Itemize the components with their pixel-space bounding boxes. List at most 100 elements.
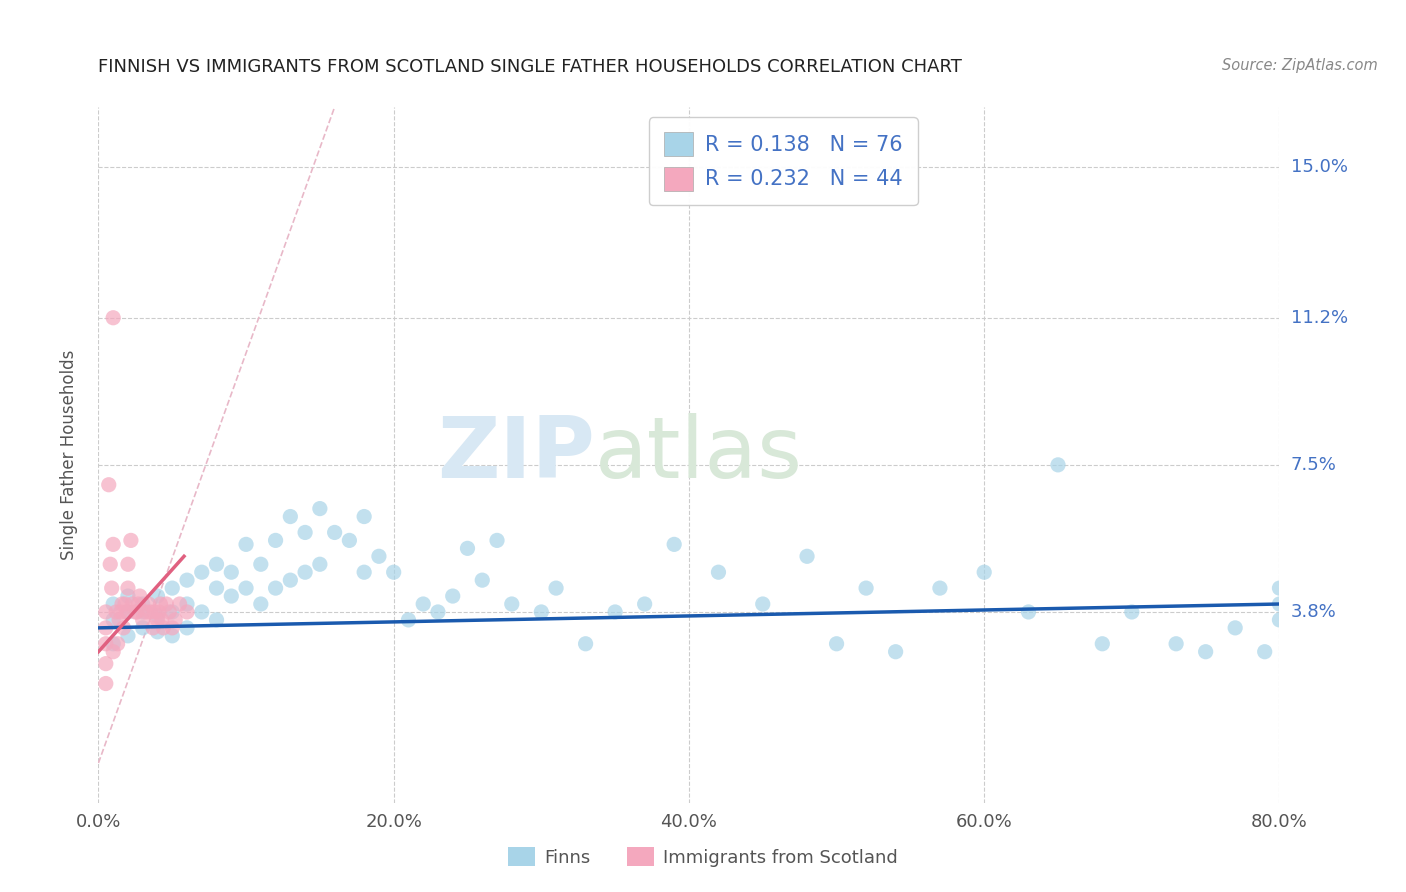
Point	[605, 605, 627, 619]
Point	[107, 637, 129, 651]
Point	[146, 613, 169, 627]
Point	[825, 637, 848, 651]
Point	[191, 605, 214, 619]
Point	[132, 613, 155, 627]
Point	[176, 573, 198, 587]
Point	[165, 613, 187, 627]
Point	[148, 605, 170, 619]
Point	[1268, 581, 1291, 595]
Point	[110, 605, 132, 619]
Point	[412, 597, 434, 611]
Point	[157, 605, 180, 619]
Point	[111, 597, 134, 611]
Point	[135, 605, 157, 619]
Point	[162, 581, 183, 595]
Point	[176, 621, 198, 635]
Point	[117, 558, 139, 572]
Point	[146, 624, 169, 639]
Point	[117, 605, 139, 619]
Point	[353, 509, 375, 524]
Point	[751, 597, 773, 611]
Point	[205, 581, 228, 595]
Point	[1046, 458, 1069, 472]
Point	[103, 597, 125, 611]
Point	[973, 565, 995, 579]
Legend: Finns, Immigrants from Scotland: Finns, Immigrants from Scotland	[501, 840, 905, 874]
Point	[103, 613, 125, 627]
Point	[108, 613, 131, 627]
Point	[94, 676, 117, 690]
Point	[707, 565, 730, 579]
Point	[1091, 637, 1114, 651]
Point	[530, 605, 553, 619]
Point	[574, 637, 596, 651]
Point	[138, 597, 160, 611]
Point	[294, 565, 316, 579]
Point	[396, 613, 419, 627]
Point	[97, 477, 120, 491]
Point	[337, 533, 360, 548]
Point	[114, 597, 136, 611]
Point	[103, 645, 125, 659]
Point	[278, 573, 302, 587]
Point	[150, 613, 173, 627]
Point	[294, 525, 316, 540]
Point	[132, 597, 155, 611]
Point	[169, 597, 191, 611]
Point	[441, 589, 464, 603]
Point	[219, 565, 242, 579]
Point	[250, 558, 273, 572]
Point	[142, 621, 165, 635]
Point	[94, 637, 117, 651]
Point	[1268, 613, 1291, 627]
Text: FINNISH VS IMMIGRANTS FROM SCOTLAND SINGLE FATHER HOUSEHOLDS CORRELATION CHART: FINNISH VS IMMIGRANTS FROM SCOTLAND SING…	[98, 58, 962, 76]
Point	[162, 605, 183, 619]
Point	[115, 605, 138, 619]
Point	[235, 537, 257, 551]
Point	[143, 605, 166, 619]
Text: ZIP: ZIP	[437, 413, 595, 497]
Point	[176, 597, 198, 611]
Point	[309, 558, 332, 572]
Point	[94, 605, 117, 619]
Point	[146, 609, 169, 624]
Point	[309, 501, 332, 516]
Point	[191, 565, 214, 579]
Point	[103, 537, 125, 551]
Point	[125, 605, 148, 619]
Point	[928, 581, 950, 595]
Point	[456, 541, 478, 556]
Point	[103, 637, 125, 651]
Point	[382, 565, 405, 579]
Point	[264, 581, 287, 595]
Point	[98, 558, 121, 572]
Point	[278, 509, 302, 524]
Point	[427, 605, 450, 619]
Point	[121, 597, 143, 611]
Point	[132, 605, 155, 619]
Point	[155, 597, 177, 611]
Text: 11.2%: 11.2%	[1291, 309, 1348, 326]
Point	[235, 581, 257, 595]
Point	[1121, 605, 1143, 619]
Point	[149, 597, 172, 611]
Point	[1268, 597, 1291, 611]
Point	[205, 558, 228, 572]
Point	[353, 565, 375, 579]
Point	[368, 549, 391, 564]
Point	[796, 549, 818, 564]
Point	[117, 581, 139, 595]
Point	[128, 589, 150, 603]
Point	[139, 605, 162, 619]
Point	[127, 597, 149, 611]
Point	[264, 533, 287, 548]
Point	[205, 613, 228, 627]
Point	[112, 621, 135, 635]
Text: atlas: atlas	[595, 413, 803, 497]
Point	[544, 581, 567, 595]
Point	[471, 573, 494, 587]
Point	[1195, 645, 1218, 659]
Point	[1017, 605, 1039, 619]
Point	[633, 597, 655, 611]
Point	[94, 657, 117, 671]
